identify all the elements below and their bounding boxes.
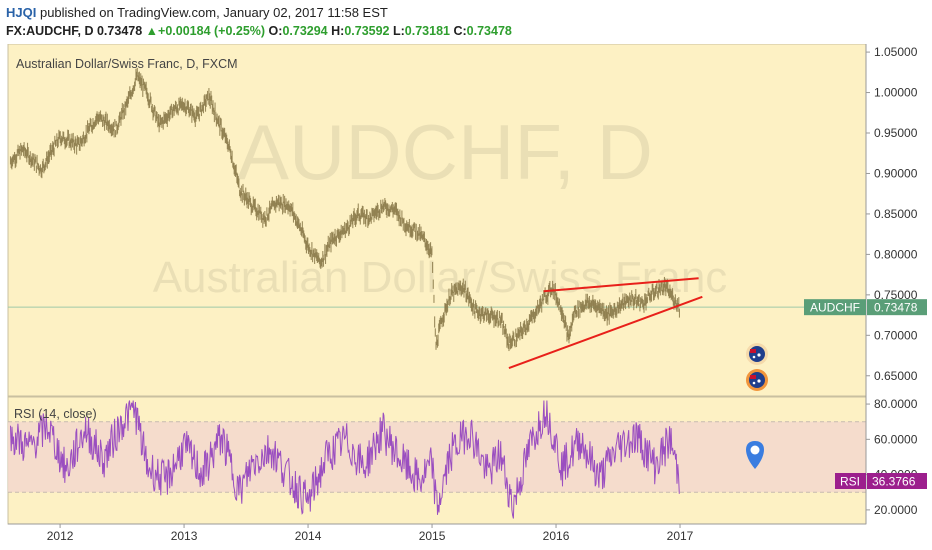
open-label: O:	[268, 24, 283, 38]
high-value: 0.73592	[344, 24, 390, 38]
close-value: 0.73478	[466, 24, 512, 38]
publish-line: HJQI published on TradingView.com, Janua…	[6, 5, 388, 20]
watermark-name: Australian Dollar/Swiss Franc	[153, 253, 728, 302]
y-tick-label: 0.75000	[874, 288, 918, 302]
flag-cross	[750, 349, 756, 353]
trendline[interactable]	[543, 277, 699, 293]
flag-star	[757, 353, 761, 357]
current-price-tag-value: 0.73478	[874, 301, 918, 315]
y-tick-label: 0.95000	[874, 126, 918, 140]
trendline[interactable]	[508, 295, 703, 370]
flag-star	[757, 379, 761, 383]
rsi-series-line	[10, 400, 680, 519]
location-marker-icon[interactable]	[746, 441, 764, 469]
rsi-y-tick-label: 80.0000	[874, 397, 918, 411]
y-tick-label: 0.85000	[874, 207, 918, 221]
flag-icon[interactable]	[749, 346, 765, 362]
rsi-y-tick-label: 60.0000	[874, 432, 918, 446]
x-tick-label: 2016	[543, 529, 570, 543]
close-label: C:	[453, 24, 467, 38]
rsi-name-tag	[835, 473, 866, 490]
watermark-symbol: AUDCHF, D	[237, 108, 653, 196]
symbol-line: FX:AUDCHF, D 0.73478 ▲+0.00184 (+0.25%) …	[6, 24, 512, 38]
x-tick-label: 2015	[419, 529, 446, 543]
marker-dot	[750, 445, 760, 455]
y-tick-label: 1.00000	[874, 86, 918, 100]
y-tick-label: 0.65000	[874, 369, 918, 383]
low-label: L:	[392, 24, 405, 38]
y-tick-label: 0.70000	[874, 328, 918, 342]
flag-icon[interactable]	[749, 372, 765, 388]
flag-star	[752, 381, 756, 385]
open-value: 0.73294	[282, 24, 328, 38]
price-chart[interactable]: AUDCHF, D Australian Dollar/Swiss Franc 1…	[0, 44, 932, 550]
x-tick-label: 2012	[47, 529, 74, 543]
publish-info: published on TradingView.com, January 02…	[39, 5, 388, 20]
y-tick-label: 1.05000	[874, 45, 918, 59]
last-price: 0.73478	[96, 24, 143, 38]
high-label: H:	[331, 24, 345, 38]
y-tick-label: 0.80000	[874, 247, 918, 261]
author-username[interactable]: HJQI	[6, 5, 37, 20]
symbol-value-tag	[804, 299, 866, 316]
x-tick-label: 2014	[295, 529, 322, 543]
rsi-tag-label: RSI	[840, 475, 860, 489]
rsi-value-tag	[867, 473, 927, 490]
symbol-tag-label: AUDCHF	[810, 301, 860, 315]
flag-cross	[750, 375, 756, 379]
rsi-title: RSI (14, close)	[14, 407, 97, 421]
chart-header: HJQI published on TradingView.com, Janua…	[0, 0, 932, 44]
price-chart-title: Australian Dollar/Swiss Franc, D, FXCM	[16, 57, 238, 71]
x-tick-label: 2017	[667, 529, 694, 543]
y-tick-label: 0.90000	[874, 166, 918, 180]
rsi-tag-value: 36.3766	[872, 475, 916, 489]
up-arrow-icon: ▲	[145, 24, 159, 38]
current-price-tag	[867, 299, 927, 316]
rsi-y-tick-label: 20.0000	[874, 503, 918, 517]
rsi-band	[8, 421, 866, 493]
flag-star	[752, 355, 756, 359]
price-change: +0.00184 (+0.25%)	[158, 24, 266, 38]
low-value: 0.73181	[404, 24, 450, 38]
symbol-name: FX:AUDCHF, D	[6, 24, 94, 38]
x-tick-label: 2013	[171, 529, 198, 543]
